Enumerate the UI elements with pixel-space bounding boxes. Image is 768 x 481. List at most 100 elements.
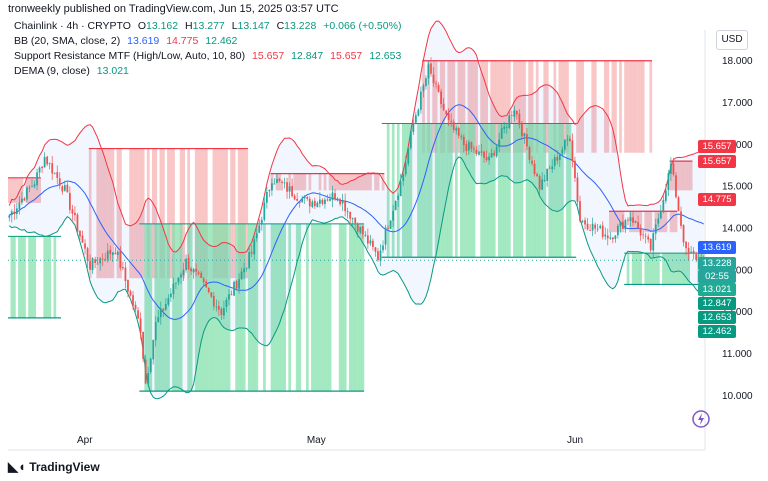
support-zone-bar [53,236,57,318]
candle-countdown: 02:55 [698,270,736,283]
candle-body [220,308,223,315]
candle-body [407,148,410,164]
support-zone-bar [525,123,529,258]
support-zone-bar [482,123,486,258]
resistance-zone-bar [215,148,218,279]
candle-body [579,201,581,221]
candle-body [157,317,160,322]
candle-body [510,115,513,117]
resistance-zone-bar [361,173,365,191]
candle-body [642,234,645,236]
resistance-zone-bar [38,177,42,203]
resistance-zone-bar [434,60,438,153]
resistance-zone-bar [581,60,584,153]
candle-body [548,167,551,169]
candle-body [425,78,427,87]
dema-legend[interactable]: DEMA (9, close) 13.021 [14,65,129,77]
resistance-zone-bar [13,177,16,203]
candle-body [250,251,253,254]
support-zone-bar [664,253,668,285]
candle-body [215,306,218,308]
resistance-zone-bar [222,148,226,279]
support-zone-bar [520,123,524,258]
resistance-zone-bar [106,148,110,279]
candle-body [21,198,23,203]
support-zone-bar [558,123,562,258]
resistance-zone-bar [682,161,685,191]
resistance-zone-bar [346,173,350,191]
sr-legend[interactable]: Support Resistance MTF (High/Low, Auto, … [14,50,401,62]
resistance-zone-bar [119,148,122,279]
candle-body [546,168,549,181]
support-zone-bar [204,223,208,392]
candle-body [690,251,692,253]
resistance-zone-bar [677,161,680,191]
support-price-tag-2: 12.653 [698,311,736,324]
resistance-zone-bar [497,60,501,153]
support-zone-bar [207,223,211,392]
candle-body [152,339,155,360]
y-tick-label: 14.000 [722,224,753,235]
symbol-info[interactable]: Chainlink · 4h · CRYPTO [14,20,131,32]
candle-body [695,254,698,260]
candle-body [664,190,667,201]
candle-body [437,84,440,92]
resistance-zone-bar [230,148,233,279]
resistance-zone-bar [634,60,638,153]
candle-body [303,197,306,199]
resistance-zone-bar [561,60,564,153]
support-zone-bar [18,236,21,318]
candle-body [473,148,475,150]
support-zone-bar [162,223,165,392]
sr-label: Support Resistance MTF (High/Low, Auto, … [14,50,246,62]
candle-body [318,199,321,204]
candle-body [276,178,278,184]
candle-body [238,279,240,289]
candle-body [63,185,66,191]
resistance-zone-bar [129,148,132,279]
support-zone-bar [487,123,491,258]
bb-legend[interactable]: BB (20, SMA, close, 2) 13.619 14.775 12.… [14,35,237,47]
support-zone-bar [644,253,648,285]
candle-body [13,211,16,214]
candle-body [452,122,455,130]
support-zone-bar [677,253,680,285]
resistance-zone-bar [662,211,665,233]
candle-body [402,174,405,181]
resistance-zone-bar [240,148,244,279]
support-zone-bar [419,123,423,258]
sr-value-4: 12.653 [369,50,402,62]
candle-body [614,235,617,239]
resistance-zone-bar [626,60,630,153]
currency-button[interactable]: USD [716,30,748,50]
resistance-zone-bar [576,60,579,153]
resistance-zone-bar [422,60,425,153]
candle-body [99,258,102,264]
candle-body [551,166,554,170]
axis-ticks-layer: 18.000 17.000 16.000 15.000 14.000 13.000 12.0… [8,30,753,451]
support-zone-bar [356,223,360,392]
candle-body [369,240,372,244]
candle-body [48,163,51,165]
candle-body [606,235,609,239]
candle-body [18,202,21,210]
support-zone-bar [470,123,473,258]
dema-price-tag: 13.021 [698,283,736,296]
resistance-zone-bar [490,60,494,153]
candle-body [296,198,299,201]
support-zone-bar [359,223,362,392]
candle-body [96,263,99,265]
support-zone-bar [437,123,441,258]
support-zone-bar [321,223,324,392]
candle-body [142,331,144,359]
bb-lower-value: 12.462 [205,35,238,47]
candle-body [245,267,248,269]
candle-body [210,292,213,297]
lightning-icon[interactable] [692,410,710,428]
resistance-zone-bar [369,173,372,191]
support-zone-bar [424,123,428,258]
candle-body [253,239,256,255]
resistance-zone-bar [30,177,34,203]
candle-body [255,233,258,239]
